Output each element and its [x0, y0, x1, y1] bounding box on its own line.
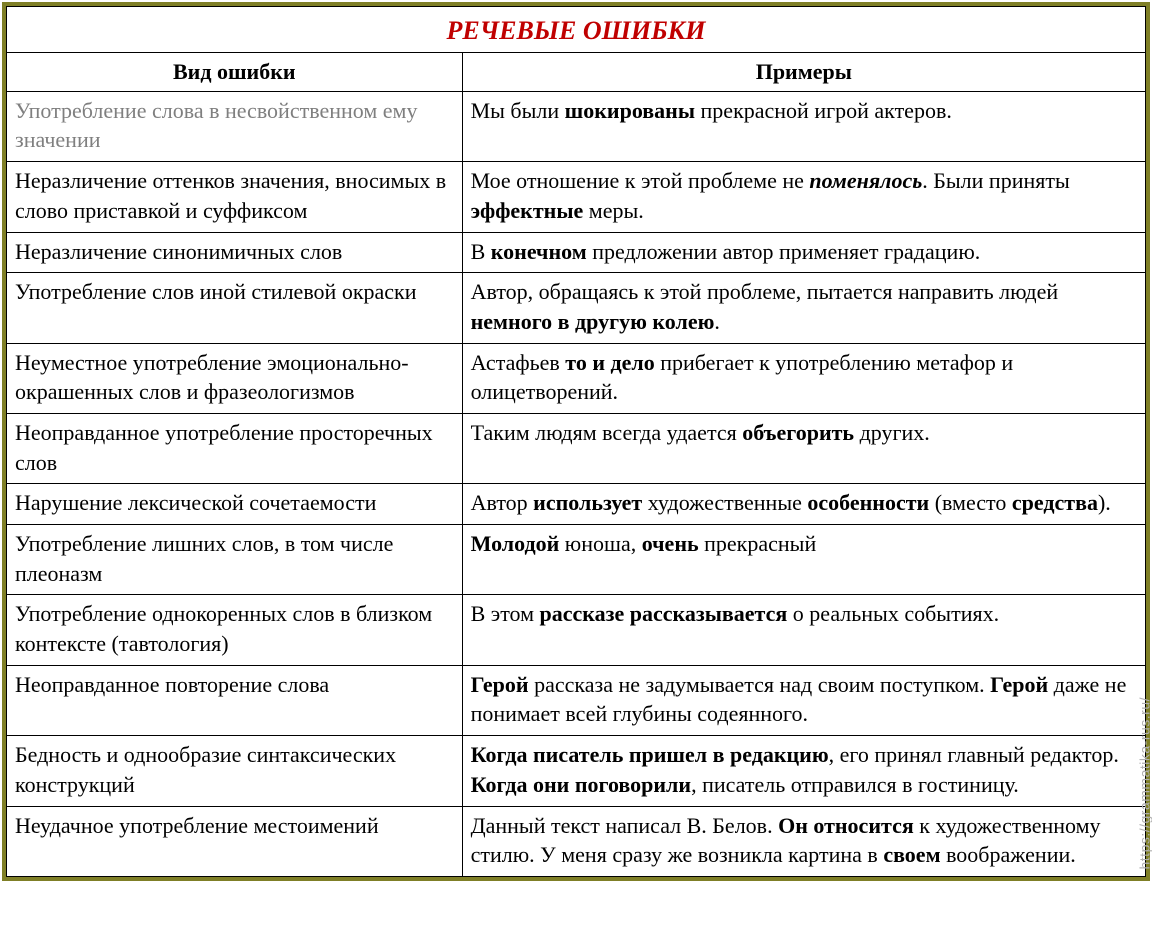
example-cell: Таким людям всегда удается объегорить др…	[462, 413, 1145, 483]
example-cell: Когда писатель пришел в редакцию, его пр…	[462, 736, 1145, 806]
example-cell: Данный текст написал В. Белов. Он относи…	[462, 806, 1145, 876]
example-cell: Герой рассказа не задумывается над своим…	[462, 665, 1145, 735]
table-row: Употребление слов иной стилевой окраскиА…	[7, 273, 1146, 343]
table-row: Неоправданное употребление просторечных …	[7, 413, 1146, 483]
table-row: Нарушение лексической сочетаемостиАвтор …	[7, 484, 1146, 525]
example-cell: Молодой юноша, очень прекрасный	[462, 525, 1145, 595]
error-type-cell: Употребление однокоренных слов в близком…	[7, 595, 463, 665]
example-cell: В этом рассказе рассказывается о реальны…	[462, 595, 1145, 665]
example-cell: Астафьев то и дело прибегает к употребле…	[462, 343, 1145, 413]
table-row: Неудачное употребление местоименийДанный…	[7, 806, 1146, 876]
table-row: Бедность и однообразие синтаксических ко…	[7, 736, 1146, 806]
error-type-cell: Нарушение лексической сочетаемости	[7, 484, 463, 525]
table-row: Неразличение оттенков значения, вносимых…	[7, 162, 1146, 232]
table-row: Употребление однокоренных слов в близком…	[7, 595, 1146, 665]
table-row: Употребление лишних слов, в том числе пл…	[7, 525, 1146, 595]
error-type-cell: Употребление слов иной стилевой окраски	[7, 273, 463, 343]
column-header-left: Вид ошибки	[7, 53, 463, 92]
error-type-cell: Неудачное употребление местоимений	[7, 806, 463, 876]
table-title: РЕЧЕВЫЕ ОШИБКИ	[7, 7, 1146, 53]
table-row: Неразличение синонимичных словВ конечном…	[7, 232, 1146, 273]
error-type-cell: Неоправданное повторение слова	[7, 665, 463, 735]
example-cell: Мы были шокированы прекрасной игрой акте…	[462, 91, 1145, 161]
error-type-cell: Неуместное употребление эмоционально-окр…	[7, 343, 463, 413]
table-container: РЕЧЕВЫЕ ОШИБКИВид ошибкиПримерыУпотребле…	[2, 2, 1150, 881]
table-row: Неуместное употребление эмоционально-окр…	[7, 343, 1146, 413]
speech-errors-table: РЕЧЕВЫЕ ОШИБКИВид ошибкиПримерыУпотребле…	[6, 6, 1146, 877]
example-cell: Автор использует художественные особенно…	[462, 484, 1145, 525]
column-header-right: Примеры	[462, 53, 1145, 92]
example-cell: Мое отношение к этой проблеме не поменял…	[462, 162, 1145, 232]
table-row: Неоправданное повторение словаГерой расс…	[7, 665, 1146, 735]
error-type-cell: Неразличение оттенков значения, вносимых…	[7, 162, 463, 232]
example-cell: В конечном предложении автор применяет г…	[462, 232, 1145, 273]
error-type-cell: Неоправданное употребление просторечных …	[7, 413, 463, 483]
watermark-text: https://grammatika-rus.ru/	[1136, 697, 1152, 870]
error-type-cell: Бедность и однообразие синтаксических ко…	[7, 736, 463, 806]
example-cell: Автор, обращаясь к этой проблеме, пытает…	[462, 273, 1145, 343]
error-type-cell: Употребление лишних слов, в том числе пл…	[7, 525, 463, 595]
error-type-cell: Употребление слова в несвойственном ему …	[7, 91, 463, 161]
table-row: Употребление слова в несвойственном ему …	[7, 91, 1146, 161]
error-type-cell: Неразличение синонимичных слов	[7, 232, 463, 273]
